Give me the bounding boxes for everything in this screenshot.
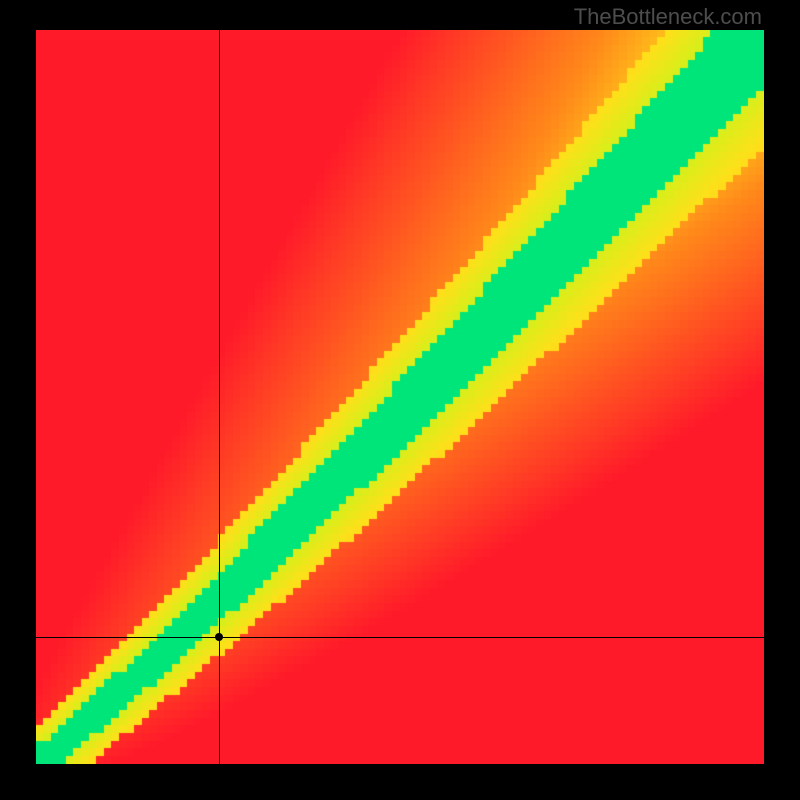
watermark-text: TheBottleneck.com	[574, 4, 762, 30]
crosshair-vertical	[219, 30, 220, 764]
crosshair-horizontal	[36, 637, 764, 638]
heatmap-canvas	[36, 30, 764, 764]
marker-point	[215, 633, 223, 641]
heatmap-plot	[36, 30, 764, 764]
